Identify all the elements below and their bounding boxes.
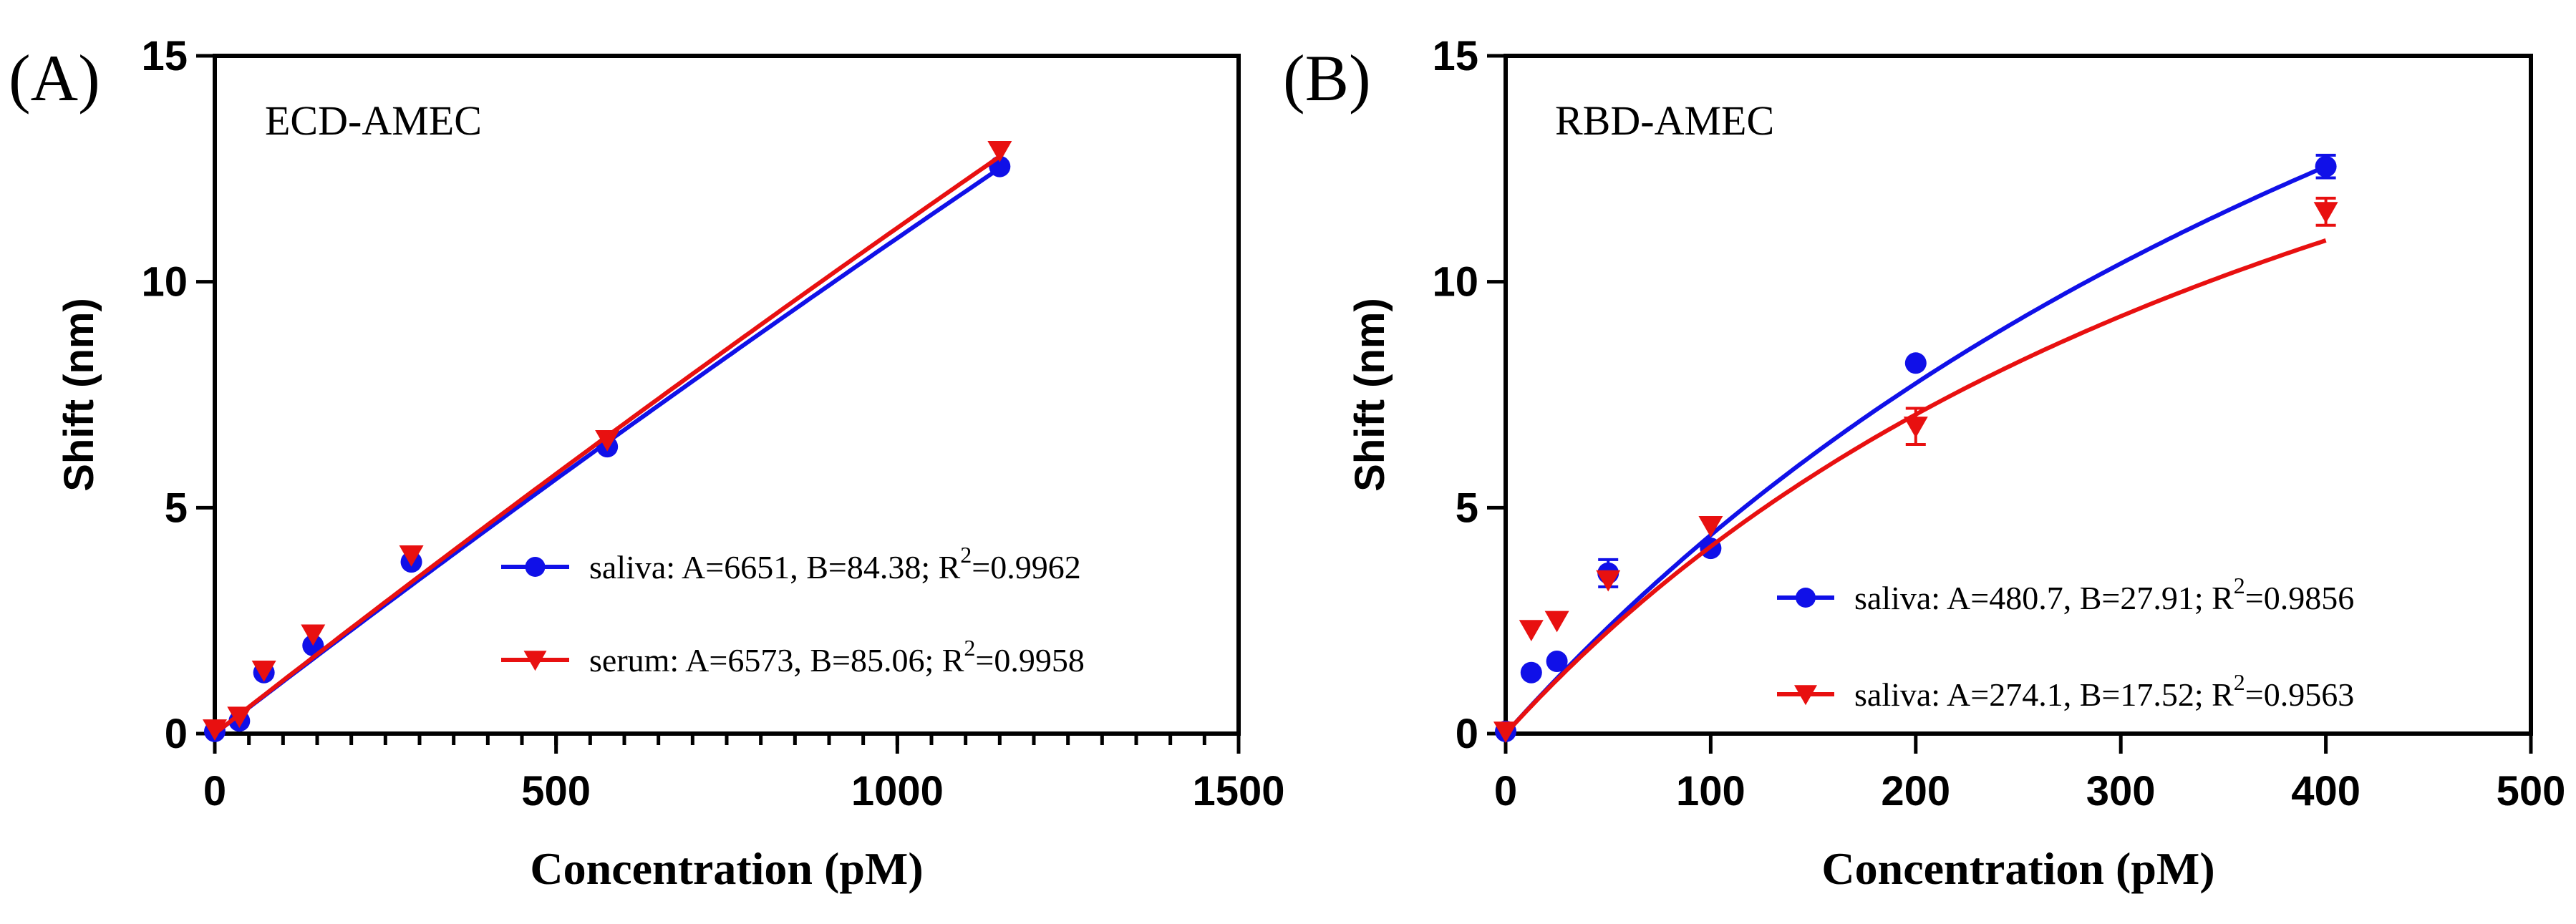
data-point-saliva — [2315, 155, 2337, 177]
legend-text: saliva: A=480.7, B=27.91; R — [1854, 580, 2234, 616]
data-point-serum — [203, 719, 227, 741]
x-axis-label: Concentration (pM) — [530, 843, 923, 894]
x-tick-label: 100 — [1676, 768, 1745, 814]
y-tick-label: 5 — [165, 485, 188, 531]
y-tick-label: 15 — [1432, 33, 1478, 79]
y-tick-label: 0 — [1456, 711, 1478, 757]
data-point-saliva — [1698, 515, 1723, 538]
data-point-saliva — [1493, 721, 1518, 743]
data-point-serum — [399, 545, 424, 567]
legend-superscript: 2 — [964, 635, 975, 661]
legend-label: saliva: A=480.7, B=27.91; R2=0.9856 — [1854, 573, 2354, 616]
panel-label: (B) — [1283, 42, 1371, 115]
data-point-serum — [987, 140, 1012, 162]
data-point-serum — [227, 706, 252, 729]
y-tick-label: 15 — [141, 33, 188, 79]
data-point-saliva — [1546, 650, 1568, 672]
data-point-serum — [301, 624, 326, 646]
x-tick-label: 0 — [1494, 768, 1517, 814]
legend-text: saliva: A=6651, B=84.38; R — [589, 549, 961, 585]
legend-superscript: 2 — [960, 542, 972, 568]
legend-marker — [1794, 685, 1817, 706]
x-tick-label: 500 — [521, 768, 591, 814]
data-point-saliva — [1519, 620, 1544, 641]
legend-label: saliva: A=274.1, B=17.52; R2=0.9563 — [1854, 669, 2354, 713]
legend-text: serum: A=6573, B=85.06; R — [589, 642, 964, 679]
fit-curve-saliva — [1506, 238, 2327, 734]
panel-label: (A) — [9, 42, 100, 115]
panel-a: (A) ECD-AMEC 0 5 10 15 0 500 1000 1500 Concentrati… — [9, 33, 1285, 894]
legend-value: =0.9856 — [2245, 580, 2354, 616]
data-point-saliva — [1904, 352, 1927, 374]
x-tick-label: 1000 — [851, 768, 944, 814]
data-point-saliva — [2313, 202, 2338, 223]
x-tick-label: 400 — [2291, 768, 2360, 814]
legend-label: saliva: A=6651, B=84.38; R2=0.9962 — [589, 542, 1081, 585]
data-point-serum — [595, 430, 620, 452]
legend-label: serum: A=6573, B=85.06; R2=0.9958 — [589, 635, 1085, 679]
x-tick-label: 1500 — [1192, 768, 1284, 814]
y-tick-label: 10 — [141, 259, 188, 306]
legend-text: saliva: A=274.1, B=17.52; R — [1854, 676, 2234, 713]
data-point-saliva — [1596, 570, 1621, 592]
fit-curve-saliva — [1506, 164, 2327, 734]
y-axis-label: Shift (nm) — [56, 298, 102, 492]
data-point-saliva — [1520, 661, 1542, 684]
data-point-serum — [251, 661, 276, 682]
x-tick-label: 300 — [2086, 768, 2156, 814]
legend-marker — [1796, 588, 1816, 608]
legend-value: =0.9958 — [975, 642, 1084, 679]
x-axis-label: Concentration (pM) — [1821, 843, 2214, 894]
legend-value: =0.9962 — [972, 549, 1080, 585]
x-tick-label: 200 — [1881, 768, 1950, 814]
y-tick-label: 5 — [1456, 485, 1478, 531]
y-tick-label: 0 — [165, 711, 188, 757]
legend-superscript: 2 — [2234, 573, 2245, 598]
y-axis-label: Shift (nm) — [1347, 298, 1393, 492]
y-tick-label: 10 — [1432, 259, 1478, 306]
x-tick-label: 0 — [203, 768, 226, 814]
plot-frame — [1504, 54, 2533, 736]
data-point-saliva — [1544, 611, 1569, 633]
legend-superscript: 2 — [2234, 669, 2245, 695]
legend-marker — [523, 651, 547, 671]
data-point-saliva — [1903, 417, 1928, 438]
panel-b: (B) RBD-AMEC 0 5 10 15 0 100 200 300 400 500 Concent… — [1283, 33, 2565, 894]
inset-title: ECD-AMEC — [265, 97, 482, 144]
inset-title: RBD-AMEC — [1555, 97, 1774, 144]
legend-value: =0.9563 — [2245, 676, 2354, 713]
x-tick-label: 500 — [2497, 768, 2566, 814]
plot-frame — [213, 54, 1241, 736]
legend-marker — [525, 557, 546, 577]
